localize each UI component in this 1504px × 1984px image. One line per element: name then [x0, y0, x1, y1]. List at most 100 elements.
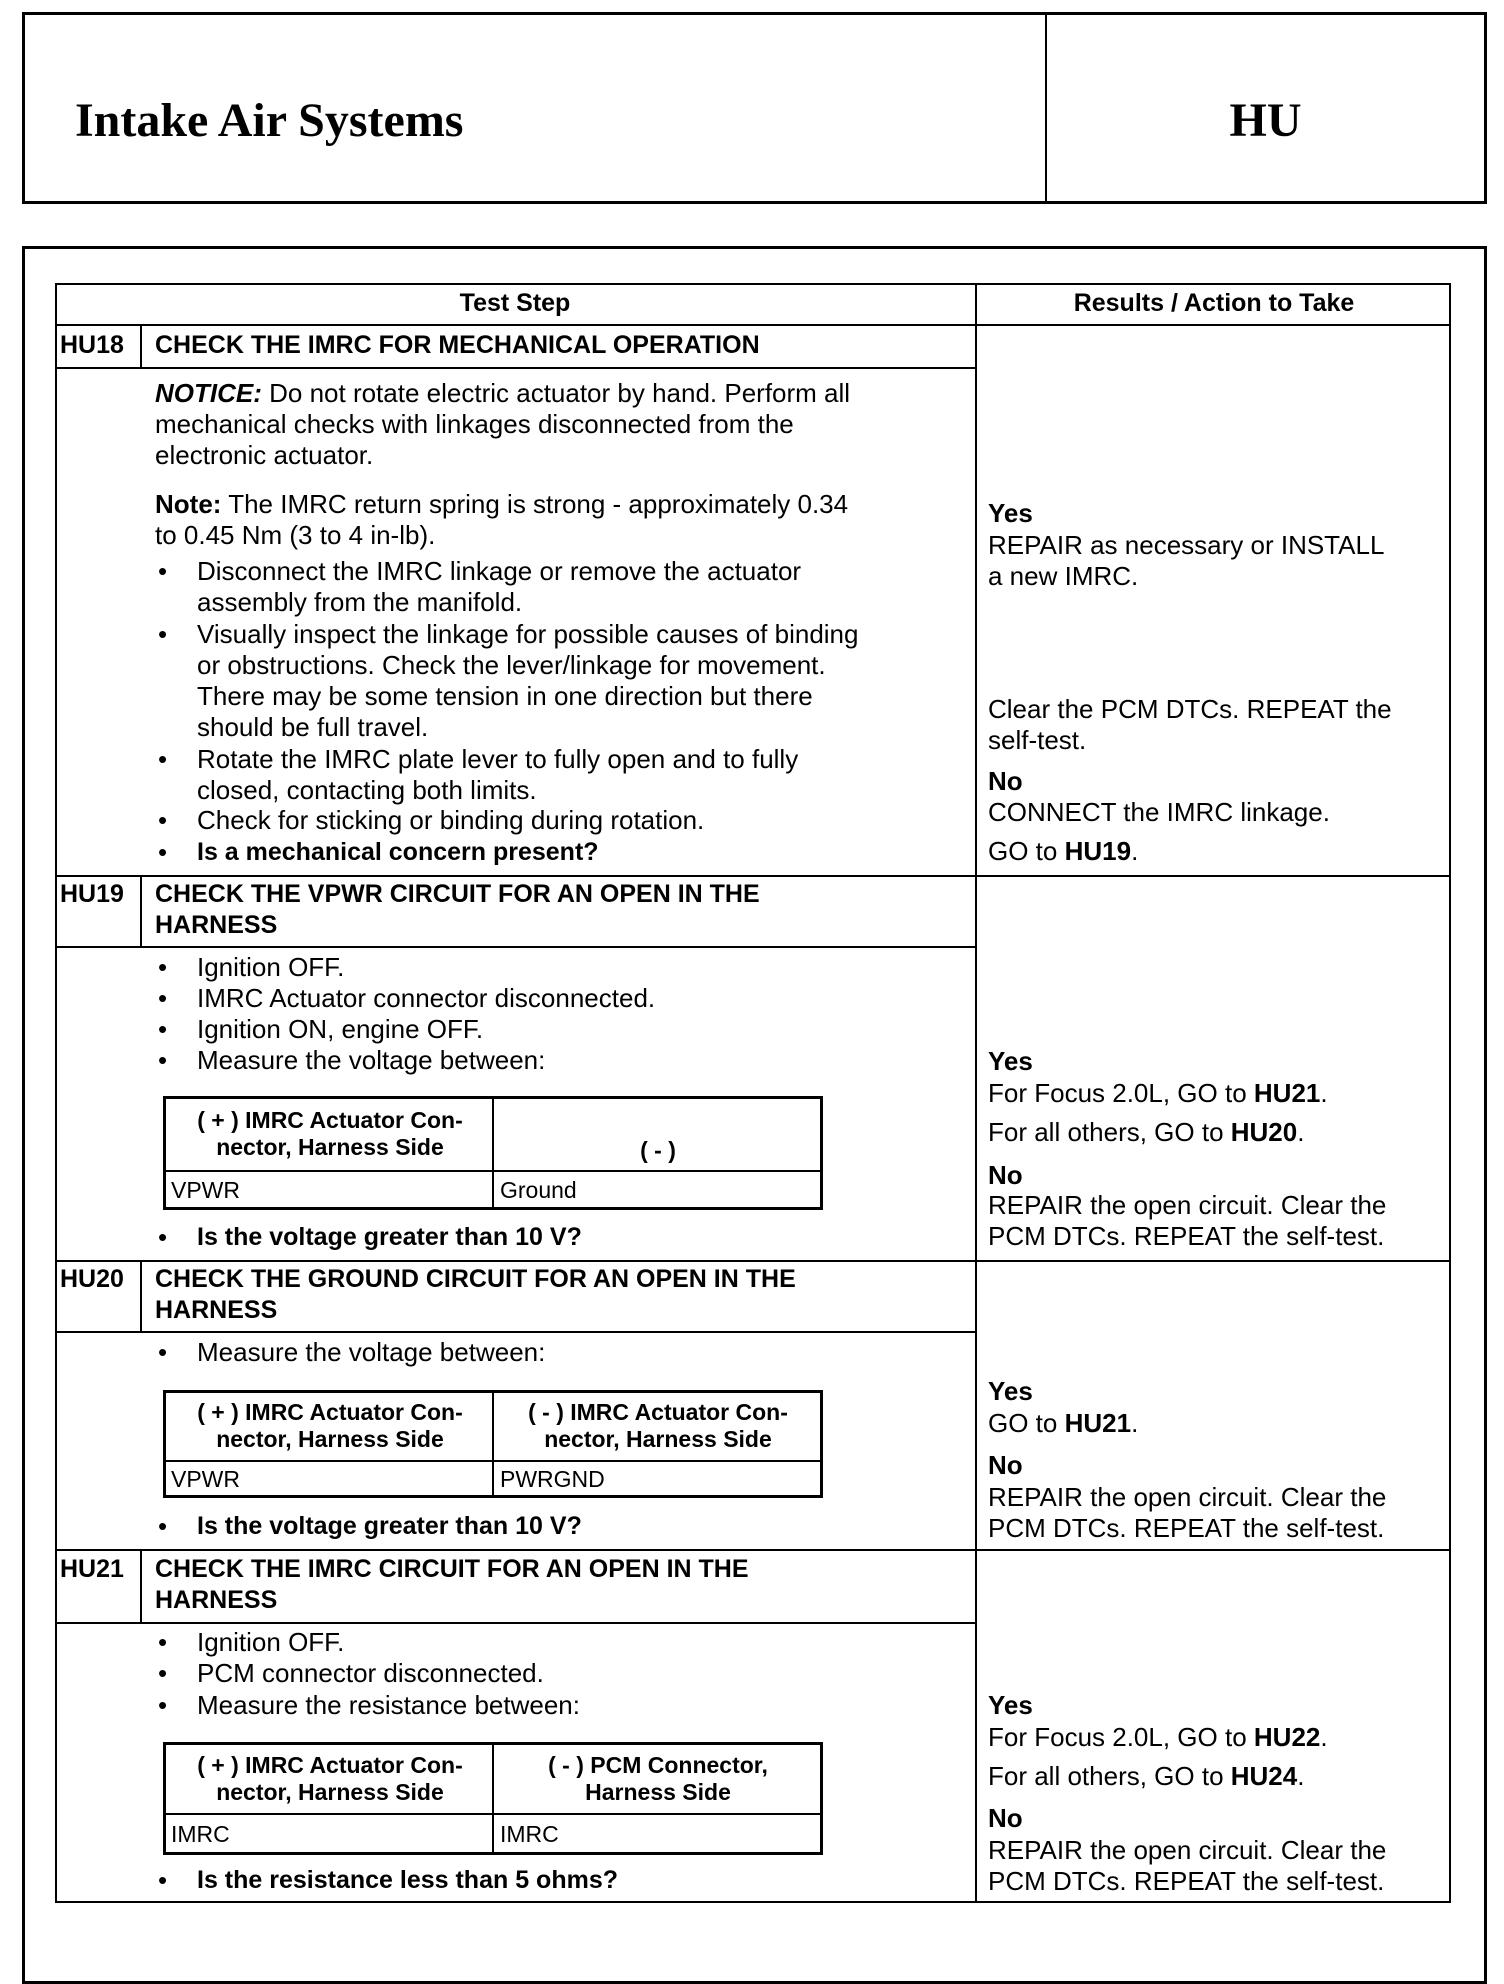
no-label: No	[988, 1450, 1023, 1480]
question: Is a mechanical concern present?	[197, 838, 599, 866]
goto-text: GO to	[988, 1408, 1065, 1438]
yes-label: Yes	[988, 1690, 1033, 1720]
bullet-icon: •	[158, 837, 168, 867]
notice-text: NOTICE: Do not rotate electric actuator …	[155, 378, 850, 471]
yes-goto: GO to HU21.	[988, 1408, 1139, 1438]
header-cell: ( - ) IMRC Actuator Con- nector, Harness…	[528, 1399, 788, 1452]
step-title: CHECK THE GROUND CIRCUIT FOR AN OPEN IN …	[155, 1265, 796, 1324]
note-text: Note: The IMRC return spring is strong -…	[155, 489, 848, 551]
section-code: HU	[1229, 94, 1302, 147]
column-divider	[975, 283, 977, 1903]
instruction: Measure the resistance between:	[197, 1690, 580, 1720]
instruction: IMRC Actuator connector disconnected.	[197, 983, 656, 1013]
bullet-icon: •	[158, 1045, 168, 1075]
note-label: Note:	[155, 489, 222, 519]
bullet-icon: •	[158, 1658, 168, 1688]
header-cell: ( + ) IMRC Actuator Con- nector, Harness…	[197, 1752, 463, 1805]
question: Is the resistance less than 5 ohms?	[197, 1866, 618, 1894]
measurement-table: ( + ) IMRC Actuator Con- nector, Harness…	[163, 1096, 823, 1210]
goto-step-link[interactable]: HU21	[1253, 1078, 1321, 1108]
instruction: Measure the voltage between:	[197, 1337, 546, 1367]
no-goto: GO to HU19.	[988, 836, 1139, 866]
data-cell: PWRGND	[500, 1466, 605, 1492]
bullet-icon: •	[158, 1014, 168, 1044]
step-separator	[55, 875, 1451, 877]
goto-step-link[interactable]: HU24	[1230, 1761, 1298, 1791]
row-line	[55, 367, 975, 369]
bullet-icon: •	[158, 556, 168, 586]
page-header: Intake Air Systems HU	[22, 12, 1487, 204]
section-title: Intake Air Systems	[75, 94, 464, 147]
goto-text: For Focus 2.0L, GO to	[988, 1722, 1254, 1752]
yes-label: Yes	[988, 498, 1033, 528]
bullet-icon: •	[158, 952, 168, 982]
instruction: Ignition OFF.	[197, 952, 345, 982]
instruction: Ignition OFF.	[197, 1627, 345, 1657]
goto-text: GO to	[988, 836, 1065, 866]
bullet-icon: •	[158, 1337, 168, 1367]
goto-text: For Focus 2.0L, GO to	[988, 1078, 1254, 1108]
step-id: HU20	[60, 1265, 124, 1293]
step-id-divider	[140, 1260, 142, 1331]
instruction: Rotate the IMRC plate lever to fully ope…	[197, 744, 799, 805]
step-id-divider	[140, 875, 142, 946]
column-header-results: Results / Action to Take	[1073, 289, 1355, 317]
instruction: Ignition ON, engine OFF.	[197, 1014, 484, 1044]
cell-divider	[492, 1099, 494, 1207]
header-cell: ( - ) PCM Connector, Harness Side	[548, 1752, 768, 1805]
cell-divider	[166, 1460, 820, 1462]
instruction: Visually inspect the linkage for possibl…	[197, 619, 859, 742]
data-cell: IMRC	[171, 1821, 230, 1847]
column-header-test-step: Test Step	[459, 289, 571, 317]
step-title: CHECK THE VPWR CIRCUIT FOR AN OPEN IN TH…	[155, 880, 760, 939]
row-line	[55, 946, 975, 948]
step-title: CHECK THE IMRC FOR MECHANICAL OPERATION	[155, 331, 760, 359]
no-label: No	[988, 1160, 1023, 1190]
no-label: No	[988, 766, 1023, 796]
yes-goto: For all others, GO to HU20.	[988, 1117, 1305, 1147]
header-cell: ( + ) IMRC Actuator Con- nector, Harness…	[197, 1399, 463, 1452]
goto-step-link[interactable]: HU22	[1253, 1722, 1321, 1752]
cell-divider	[166, 1170, 820, 1172]
cell-divider	[492, 1745, 494, 1852]
no-action: CONNECT the IMRC linkage.	[988, 797, 1330, 827]
instruction: Disconnect the IMRC linkage or remove th…	[197, 556, 802, 617]
yes-action-followup: Clear the PCM DTCs. REPEAT the self-test…	[988, 694, 1392, 755]
bullet-icon: •	[158, 619, 168, 649]
bullet-icon: •	[158, 744, 168, 774]
step-id: HU18	[60, 331, 124, 359]
header-row-line	[55, 324, 1451, 326]
note-body: The IMRC return spring is strong - appro…	[155, 489, 849, 550]
header-cell: ( + ) IMRC Actuator Con- nector, Harness…	[197, 1107, 463, 1160]
step-id-divider	[140, 1549, 142, 1622]
data-cell: VPWR	[171, 1466, 240, 1492]
yes-label: Yes	[988, 1046, 1033, 1076]
bullet-icon: •	[158, 1627, 168, 1657]
goto-text: For all others, GO to	[988, 1761, 1231, 1791]
step-id: HU19	[60, 880, 124, 908]
question: Is the voltage greater than 10 V?	[197, 1512, 582, 1540]
instruction: Measure the voltage between:	[197, 1045, 546, 1075]
bullet-icon: •	[158, 983, 168, 1013]
notice-body: Do not rotate electric actuator by hand.…	[155, 378, 851, 470]
yes-goto: For all others, GO to HU24.	[988, 1761, 1305, 1791]
bullet-icon: •	[158, 1865, 168, 1895]
header-cell: ( - )	[640, 1137, 676, 1163]
goto-step-link[interactable]: HU20	[1230, 1117, 1298, 1147]
bullet-icon: •	[158, 1222, 168, 1252]
data-cell: Ground	[500, 1177, 577, 1203]
measurement-table: ( + ) IMRC Actuator Con- nector, Harness…	[163, 1742, 823, 1855]
no-label: No	[988, 1803, 1023, 1833]
yes-label: Yes	[988, 1376, 1033, 1406]
instruction: PCM connector disconnected.	[197, 1658, 544, 1688]
step-separator	[55, 1260, 1451, 1262]
data-cell: IMRC	[500, 1821, 559, 1847]
row-line	[55, 1331, 975, 1333]
goto-step-link[interactable]: HU21	[1064, 1408, 1132, 1438]
step-id: HU21	[60, 1555, 124, 1583]
yes-action: REPAIR as necessary or INSTALL a new IMR…	[988, 530, 1385, 591]
bullet-icon: •	[158, 1511, 168, 1541]
test-step-table	[55, 283, 1451, 1903]
goto-step-link[interactable]: HU19	[1064, 836, 1132, 866]
measurement-table: ( + ) IMRC Actuator Con- nector, Harness…	[163, 1390, 823, 1498]
